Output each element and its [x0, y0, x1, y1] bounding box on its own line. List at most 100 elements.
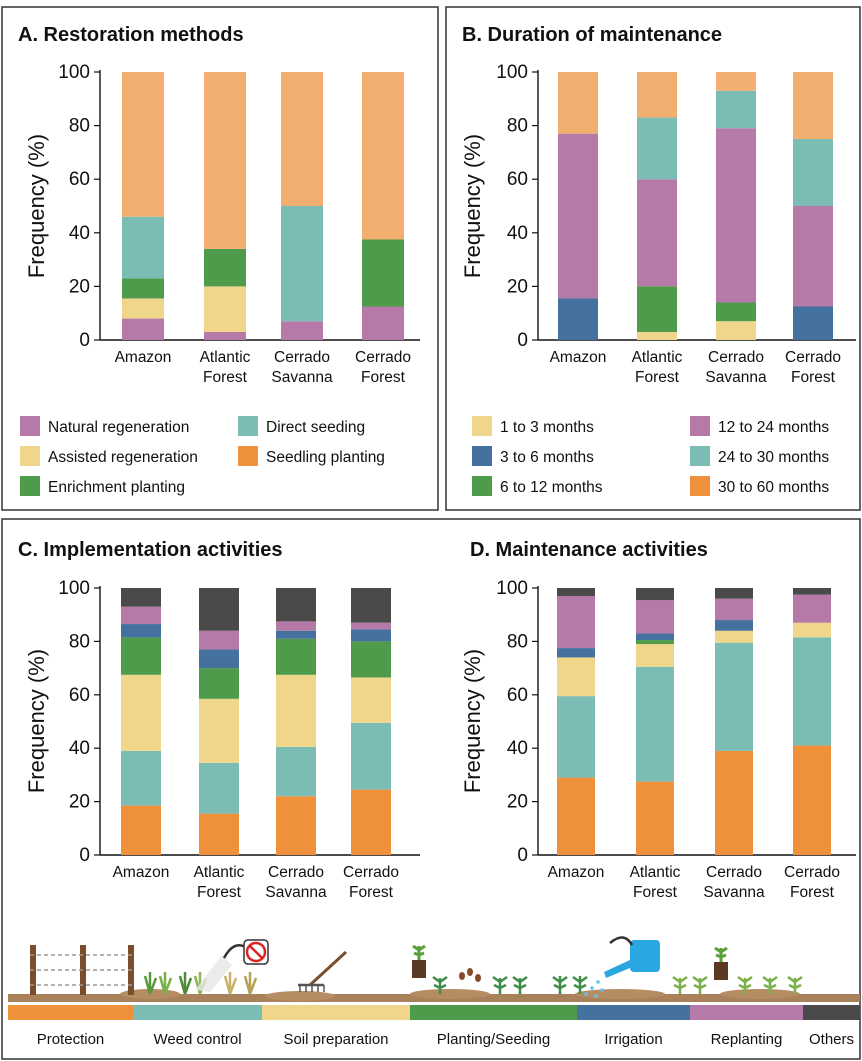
panel-c-bar-amazon-others: [121, 588, 161, 607]
panel-a-legend-swatch-assisted-regeneration: [20, 446, 40, 466]
panel-b-x-tick-label: Amazon: [550, 349, 607, 366]
seedling-icon: [412, 944, 528, 994]
panel-c-x-tick-label: Forest: [349, 884, 394, 901]
panel-d-bar-cerrado-forest-protection: [793, 745, 831, 855]
panel-d-bar-amazon-irrigation: [557, 648, 595, 658]
strip-label-replanting: Replanting: [711, 1031, 783, 1048]
panel-b-bar-atlantic-forest-30-to-60-months: [637, 72, 677, 118]
panel-a-y-tick-label: 20: [69, 276, 90, 297]
soil-mound: [720, 989, 800, 999]
panel-a-legend-label-natural-regeneration: Natural regeneration: [48, 419, 189, 436]
panel-a-legend-swatch-enrichment-planting: [20, 476, 40, 496]
panel-b-title: B. Duration of maintenance: [462, 24, 722, 46]
panel-a-legend-swatch-seedling-planting: [238, 446, 258, 466]
panel-a-x-tick-label: Amazon: [115, 349, 172, 366]
panel-d-x-tick-label: Forest: [790, 884, 835, 901]
panel-a-chart: A. Restoration methods 0 20 40 60 80 100 Freque…: [18, 24, 420, 496]
panel-c-title: C. Implementation activities: [18, 539, 283, 561]
panel-c-x-tick-label: Cerrado: [268, 864, 324, 881]
panel-c-bar-atlantic-forest-replanting: [199, 630, 239, 650]
panel-b-y-tick-label: 40: [507, 223, 528, 244]
panel-d-bar-cerrado-forest-weed-control: [793, 637, 831, 746]
panel-a-bar-cerrado-forest-seedling-planting: [362, 72, 404, 240]
panel-c-bar-atlantic-forest-planting-seeding: [199, 668, 239, 699]
charts-layer: A. Restoration methods 0 20 40 60 80 100 Freque…: [18, 24, 856, 901]
replanting-icon: [672, 946, 803, 994]
panel-c-y-tick-label: 40: [69, 738, 90, 759]
panel-b-legend-label-6-to-12-months: 6 to 12 months: [500, 479, 603, 496]
panel-c-bar-amazon-irrigation: [121, 624, 161, 638]
panel-b-legend-label-12-to-24-months: 12 to 24 months: [718, 419, 829, 436]
panel-c-bar-cerrado-forest-soil-preparation: [351, 677, 391, 723]
panel-c-y-tick-label: 20: [69, 792, 90, 813]
strip-label-soil-preparation: Soil preparation: [283, 1031, 388, 1048]
strip-segment-protection: [8, 1005, 133, 1020]
panel-b-legend-label-24-to-30-months: 24 to 30 months: [718, 449, 829, 466]
panel-d-x-tick-label: Amazon: [548, 864, 605, 881]
panel-b-bar-cerrado-forest-30-to-60-months: [793, 72, 833, 139]
panel-d-chart: D. Maintenance activities 0 20 40 60 80 100 Fre…: [460, 539, 856, 901]
panel-a-bar-cerrado-forest-enrichment-planting: [362, 239, 404, 307]
panel-a-title: A. Restoration methods: [18, 24, 244, 46]
panel-c-bar-atlantic-forest-weed-control: [199, 762, 239, 814]
panel-b-x-tick-label: Cerrado: [708, 349, 764, 366]
panel-b-legend-swatch-12-to-24-months: [690, 416, 710, 436]
panel-c-x-tick-label: Cerrado: [343, 864, 399, 881]
panel-b-legend-label-30-to-60-months: 30 to 60 months: [718, 479, 829, 496]
panel-c-y-tick-label: 0: [79, 845, 90, 866]
panel-c-bar-cerrado-savanna-replanting: [276, 621, 316, 631]
strip-segment-weed-control: [133, 1005, 262, 1020]
panel-b-x-tick-label: Forest: [791, 369, 836, 386]
panel-a-x-tick-label: Forest: [361, 369, 406, 386]
panel-d-y-tick-label: 0: [517, 845, 528, 866]
panel-c-bar-cerrado-forest-others: [351, 588, 391, 623]
panel-d-bar-cerrado-savanna-irrigation: [715, 620, 753, 631]
panel-d-y-tick-label: 40: [507, 738, 528, 759]
panel-c-bar-cerrado-savanna-weed-control: [276, 746, 316, 797]
panel-d-bar-cerrado-forest-others: [793, 588, 831, 595]
panel-a-bar-amazon-enrichment-planting: [122, 278, 164, 299]
panel-c-y-tick-label: 80: [69, 631, 90, 652]
panel-d-bar-atlantic-forest-weed-control: [636, 666, 674, 782]
panel-d-bar-atlantic-forest-irrigation: [636, 633, 674, 641]
panel-b-legend-label-3-to-6-months: 3 to 6 months: [500, 449, 594, 466]
panel-b-bar-atlantic-forest-6-to-12-months: [637, 286, 677, 332]
activities-illustration: [8, 936, 860, 1002]
panel-b-legend-swatch-6-to-12-months: [472, 476, 492, 496]
panel-d-bar-cerrado-savanna-soil-preparation: [715, 630, 753, 643]
panel-d-x-tick-label: Savanna: [703, 884, 765, 901]
panel-d-bar-atlantic-forest-protection: [636, 781, 674, 855]
rake-icon: [298, 950, 348, 992]
panel-c-bar-amazon-planting-seeding: [121, 637, 161, 675]
panel-d-x-tick-label: Cerrado: [784, 864, 840, 881]
panel-d-x-tick-label: Forest: [633, 884, 678, 901]
panel-a-bar-amazon-seedling-planting: [122, 72, 164, 217]
panel-c-x-tick-label: Forest: [197, 884, 242, 901]
panel-c-bar-cerrado-savanna-irrigation: [276, 630, 316, 639]
panel-c-x-tick-label: Amazon: [113, 864, 170, 881]
panel-c-bar-cerrado-savanna-protection: [276, 796, 316, 855]
panel-c-chart: C. Implementation activities 0 20 40 60 80 100…: [18, 539, 420, 901]
panel-b-y-tick-label: 100: [496, 62, 528, 83]
panel-a-bar-amazon-direct-seeding: [122, 216, 164, 279]
panel-c-bar-amazon-soil-preparation: [121, 674, 161, 751]
panel-c-bar-cerrado-savanna-soil-preparation: [276, 674, 316, 747]
strip-segment-soil-preparation: [262, 1005, 410, 1020]
panel-b-bar-atlantic-forest-24-to-30-months: [637, 117, 677, 180]
panel-b-bar-amazon-12-to-24-months: [558, 133, 598, 299]
panel-d-bar-cerrado-forest-soil-preparation: [793, 622, 831, 638]
panel-a-x-tick-label: Savanna: [271, 369, 333, 386]
panel-b-y-tick-label: 20: [507, 276, 528, 297]
panel-a-x-tick-label: Forest: [203, 369, 248, 386]
panel-c-bar-cerrado-forest-planting-seeding: [351, 641, 391, 678]
panel-c-bar-amazon-weed-control: [121, 750, 161, 806]
panel-b-bar-cerrado-forest-24-to-30-months: [793, 139, 833, 206]
panel-c-bar-amazon-replanting: [121, 606, 161, 625]
panel-b-y-tick-label: 0: [517, 330, 528, 351]
panel-d-y-axis-label: Frequency (%): [460, 649, 485, 793]
panel-a-bar-atlantic-forest-seedling-planting: [204, 72, 246, 249]
panel-d-bar-cerrado-savanna-replanting: [715, 598, 753, 621]
panel-c-y-tick-label: 60: [69, 685, 90, 706]
panel-c-y-axis-label: Frequency (%): [24, 649, 49, 793]
